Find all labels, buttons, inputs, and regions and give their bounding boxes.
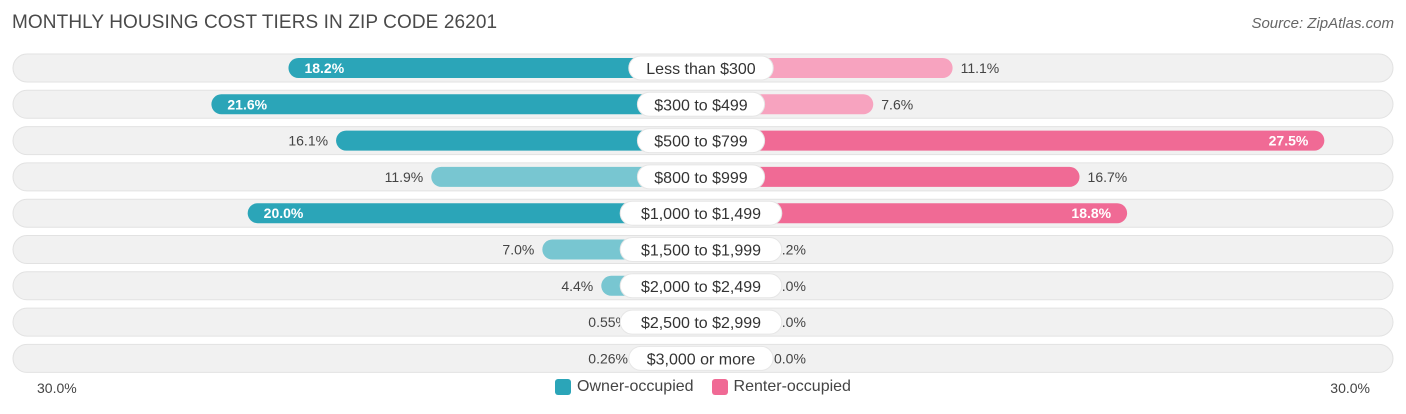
renter-value-label: 7.6% xyxy=(881,96,913,112)
category-label: $2,500 to $2,999 xyxy=(641,315,761,332)
axis-left-label: 30.0% xyxy=(37,380,77,396)
category-pill xyxy=(619,200,783,226)
category-label: $3,000 or more xyxy=(647,351,756,368)
category-pill xyxy=(636,91,766,117)
owner-bar xyxy=(211,94,701,115)
category-pill xyxy=(619,309,783,335)
renter-value-label: 18.8% xyxy=(1071,205,1111,221)
category-label: $2,000 to $2,499 xyxy=(641,279,761,296)
legend-renter-label: Renter-occupied xyxy=(733,378,851,395)
owner-value-label: 20.0% xyxy=(264,205,304,221)
owner-value-label: 16.1% xyxy=(288,133,328,149)
owner-swatch xyxy=(555,379,572,395)
owner-value-label: 7.0% xyxy=(502,242,534,258)
owner-value-label: 21.6% xyxy=(227,96,267,112)
renter-value-label: 0.0% xyxy=(774,314,806,330)
category-label: $500 to $799 xyxy=(654,134,748,151)
legend-item-renter[interactable]: Renter-occupied xyxy=(711,378,851,396)
owner-value-label: 18.2% xyxy=(304,60,344,76)
category-label: $1,500 to $1,999 xyxy=(641,243,761,260)
category-pill xyxy=(636,128,766,154)
category-label: $1,000 to $1,499 xyxy=(641,206,761,223)
category-pill xyxy=(628,345,774,371)
owner-bar xyxy=(247,203,701,224)
diverging-bar-chart: 18.2% 11.1% Less than $300 21.6% 7.6% $300 to… xyxy=(12,53,1394,373)
renter-value-label: 27.5% xyxy=(1269,133,1309,149)
legend-owner-label: Owner-occupied xyxy=(577,378,694,395)
renter-value-label: 11.1% xyxy=(961,60,1000,76)
category-pill xyxy=(636,164,766,190)
owner-value-label: 0.26% xyxy=(588,350,628,366)
owner-value-label: 11.9% xyxy=(385,169,424,185)
category-pill xyxy=(628,55,774,81)
category-label: $800 to $999 xyxy=(654,170,748,187)
renter-bar xyxy=(701,203,1128,224)
owner-value-label: 4.4% xyxy=(561,278,593,294)
chart-title: MONTHLY HOUSING COST TIERS IN ZIP CODE 2… xyxy=(12,12,498,33)
renter-bar xyxy=(701,130,1325,151)
owner-bar xyxy=(336,130,701,151)
source-label: Source: ZipAtlas.com xyxy=(1251,15,1394,32)
legend: Owner-occupied Renter-occupied xyxy=(0,378,1406,396)
owner-bar xyxy=(288,58,701,78)
category-label: Less than $300 xyxy=(646,61,756,78)
renter-bar xyxy=(701,166,1080,187)
category-label: $300 to $499 xyxy=(654,97,748,114)
category-pill xyxy=(619,237,783,262)
renter-value-label: 0.0% xyxy=(774,350,806,366)
owner-bar xyxy=(431,166,701,187)
owner-value-label: 0.55% xyxy=(588,314,628,330)
renter-swatch xyxy=(711,379,728,395)
category-pill xyxy=(619,273,783,299)
renter-value-label: 0.0% xyxy=(774,278,806,294)
renter-value-label: 16.7% xyxy=(1088,169,1128,185)
legend-item-owner[interactable]: Owner-occupied xyxy=(555,378,694,396)
renter-value-label: 2.2% xyxy=(774,242,806,258)
axis-right-label: 30.0% xyxy=(1330,380,1370,396)
